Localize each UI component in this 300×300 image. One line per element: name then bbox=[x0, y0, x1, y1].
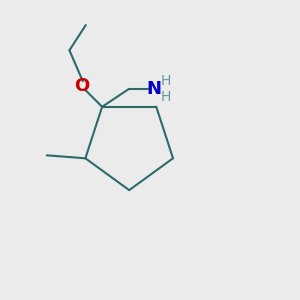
Text: N: N bbox=[147, 80, 162, 98]
Text: H: H bbox=[160, 90, 171, 104]
Text: O: O bbox=[74, 77, 89, 95]
Text: H: H bbox=[160, 74, 171, 88]
